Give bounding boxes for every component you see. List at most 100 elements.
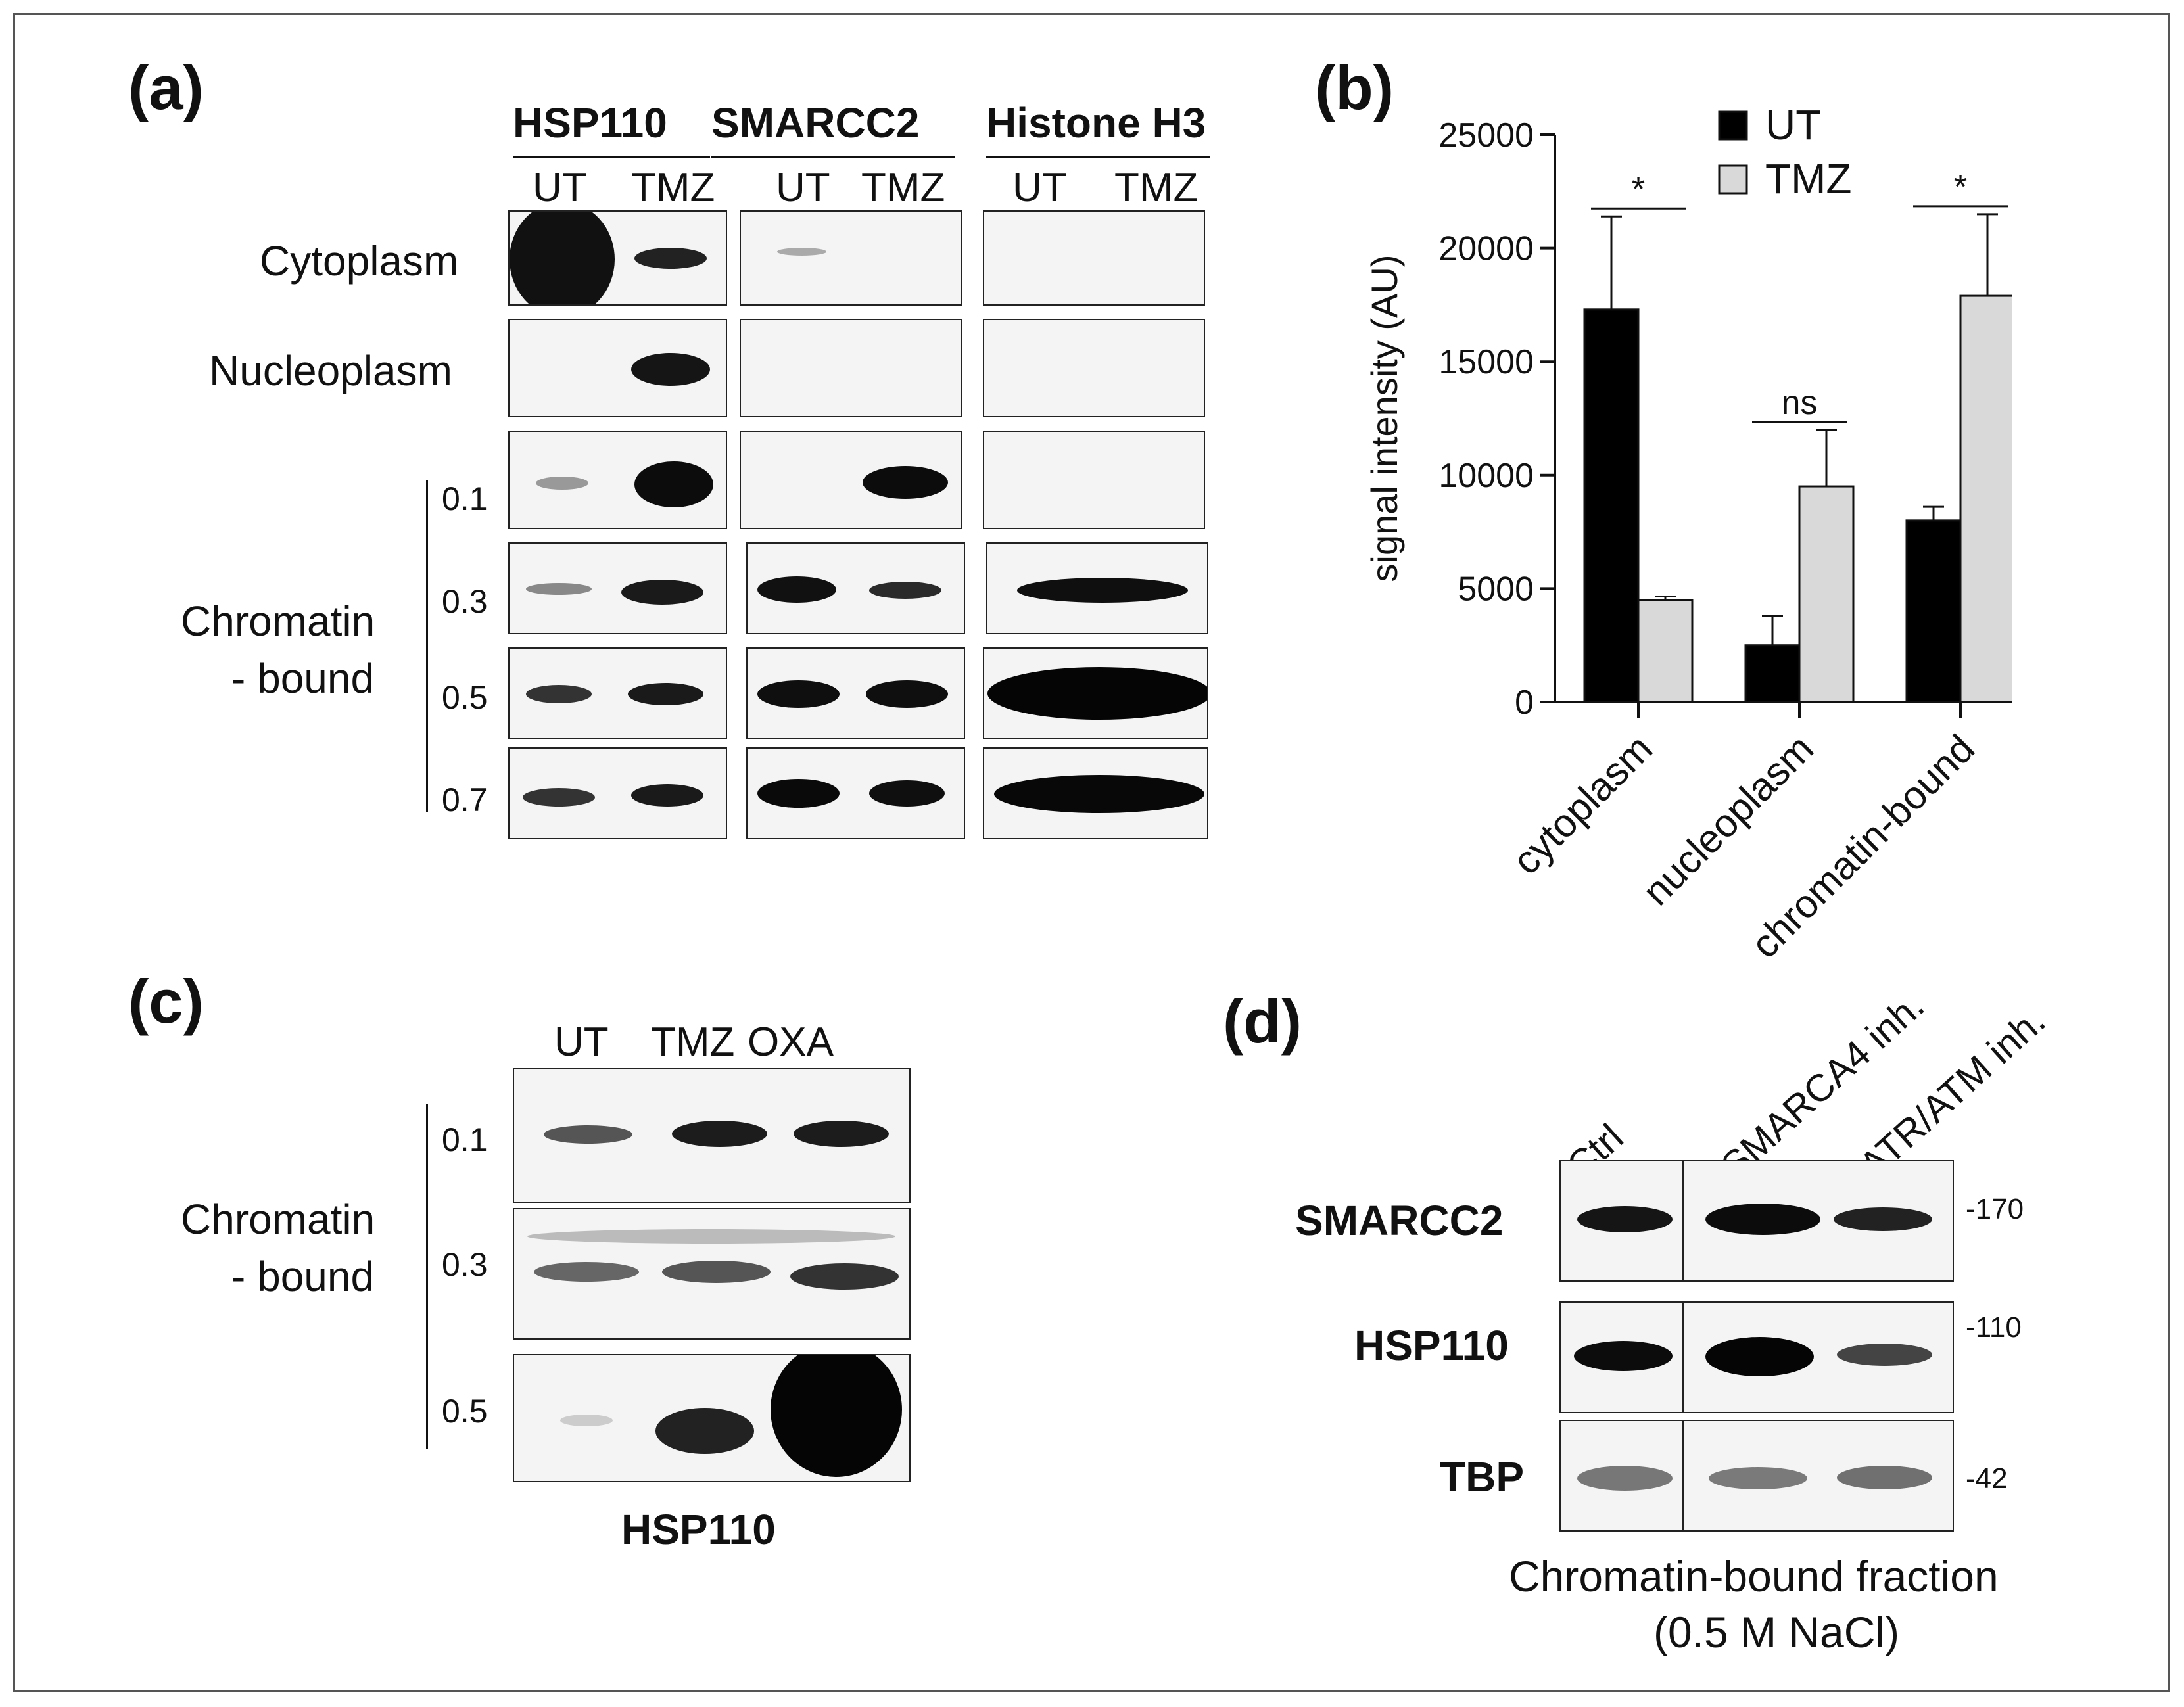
concentration-label: 0.3: [442, 583, 488, 620]
blot-hsp110-chromatin-0.3: [508, 542, 727, 634]
panel-c-label: (c): [128, 967, 204, 1036]
blot-histone-h3-chromatin-0.7: [983, 747, 1208, 839]
bar-ut-chromatin-bound: [1905, 519, 1962, 703]
blot-hsp110-nucleoplasm: [508, 319, 727, 417]
blot-smarcc2-chromatin-0.1: [740, 431, 962, 529]
legend-swatch-tmz: [1718, 164, 1748, 195]
bar-tmz-cytoplasm: [1637, 599, 1694, 703]
lane-label-ut: UT: [533, 165, 587, 210]
y-tick-label: 0: [1515, 684, 1534, 722]
band: [866, 680, 948, 708]
blot-panel-c-0.5: [513, 1354, 911, 1482]
chromatin-bracket-line: [426, 480, 428, 812]
y-tick-label: 20000: [1438, 230, 1534, 268]
band: [1017, 578, 1188, 603]
bar-ut-cytoplasm: [1583, 308, 1640, 703]
blot-panel-c-0.1: [513, 1068, 911, 1203]
band: [1709, 1467, 1807, 1489]
blot-panel-d-hsp110: [1559, 1301, 1954, 1413]
band: [1834, 1207, 1932, 1231]
band: [1577, 1206, 1673, 1232]
blot-histone-h3-cytoplasm: [983, 210, 1205, 306]
blot-hsp110-cytoplasm: [508, 210, 727, 306]
blot-hsp110-chromatin-0.7: [508, 747, 727, 839]
band: [777, 248, 826, 256]
row-label-bound: - bound: [231, 1253, 375, 1300]
blot-histone-h3-nucleoplasm: [983, 319, 1205, 417]
bar-tmz-nucleoplasm: [1798, 485, 1855, 703]
protein-header-hsp110: HSP110: [513, 99, 667, 147]
lane-label-tmz: TMZ: [861, 165, 945, 210]
panel-b-label: (b): [1315, 53, 1394, 122]
row-label-smarcc2: SMARCC2: [1295, 1197, 1504, 1244]
mw-marker-170: -170: [1966, 1193, 2024, 1225]
y-axis-label: signal intensity (AU): [1364, 255, 1405, 582]
legend-swatch-ut: [1718, 110, 1748, 141]
legend-label-ut: UT: [1765, 101, 1821, 149]
bar-tmz-chromatin-bound: [1959, 294, 2012, 703]
band: [628, 683, 703, 705]
lane-label-tmz: TMZ: [651, 1019, 735, 1065]
blot-panel-d-smarcc2: [1559, 1160, 1954, 1282]
row-label-chromatin: Chromatin: [181, 597, 375, 645]
panel-d-caption-line2: (0.5 M NaCl): [1653, 1608, 1900, 1656]
band: [757, 576, 836, 603]
lane-label-ut: UT: [1012, 165, 1067, 210]
panel-d-caption-line1: Chromatin-bound fraction: [1509, 1552, 1999, 1601]
band: [757, 779, 840, 808]
blot-histone-h3-chromatin-0.3: [986, 542, 1208, 634]
band: [527, 1229, 895, 1244]
band: [631, 353, 710, 386]
legend-label-tmz: TMZ: [1765, 155, 1852, 202]
row-label-hsp110: HSP110: [1354, 1322, 1509, 1369]
lane-label-tmz: TMZ: [631, 165, 715, 210]
band: [994, 775, 1204, 813]
y-tick-label: 25000: [1438, 116, 1534, 154]
blot-smarcc2-chromatin-0.5: [746, 647, 965, 739]
band: [526, 685, 592, 703]
band: [794, 1121, 889, 1147]
band: [534, 1262, 639, 1282]
band: [536, 477, 588, 490]
blot-smarcc2-chromatin-0.3: [746, 542, 965, 634]
lane-label-oxa: OXA: [748, 1019, 834, 1065]
band: [790, 1263, 899, 1290]
y-tick-label: 10000: [1438, 457, 1534, 495]
mw-marker-110: -110: [1966, 1311, 2022, 1344]
y-tick-label: 15000: [1438, 343, 1534, 381]
band: [523, 788, 595, 807]
row-label-bound: - bound: [231, 655, 375, 702]
header-underline-histone-h3: [986, 156, 1210, 158]
lane-label-ut: UT: [776, 165, 830, 210]
blot-panel-c-0.3: [513, 1208, 911, 1340]
band: [757, 680, 840, 708]
band: [869, 582, 941, 599]
blot-hsp110-chromatin-0.5: [508, 647, 727, 739]
row-label-nucleoplasm: Nucleoplasm: [209, 347, 452, 394]
significance-label: ns: [1782, 384, 1818, 422]
significance-label: *: [1954, 168, 1967, 206]
concentration-label: 0.7: [442, 782, 488, 818]
band: [662, 1261, 771, 1283]
bar-ut-nucleoplasm: [1744, 644, 1801, 703]
band: [863, 466, 948, 499]
band: [655, 1408, 754, 1454]
blot-histone-h3-chromatin-0.1: [983, 431, 1205, 529]
band: [1577, 1466, 1673, 1491]
protein-header-histone-h3: Histone H3: [986, 99, 1206, 147]
blot-smarcc2-chromatin-0.7: [746, 747, 965, 839]
header-underline-smarcc2: [711, 156, 955, 158]
band: [1705, 1204, 1820, 1235]
panel-d-label: (d): [1223, 987, 1302, 1056]
band: [544, 1125, 632, 1144]
band: [560, 1415, 613, 1426]
blot-hsp110-chromatin-0.1: [508, 431, 727, 529]
concentration-label: 0.3: [442, 1246, 488, 1283]
band: [634, 248, 707, 269]
panel-c-protein-label: HSP110: [621, 1506, 776, 1553]
header-underline-hsp110: [513, 156, 710, 158]
band: [1705, 1337, 1814, 1376]
protein-header-smarcc2: SMARCC2: [711, 99, 920, 147]
significance-label: *: [1632, 170, 1645, 208]
chromatin-bracket-line: [426, 1104, 428, 1449]
